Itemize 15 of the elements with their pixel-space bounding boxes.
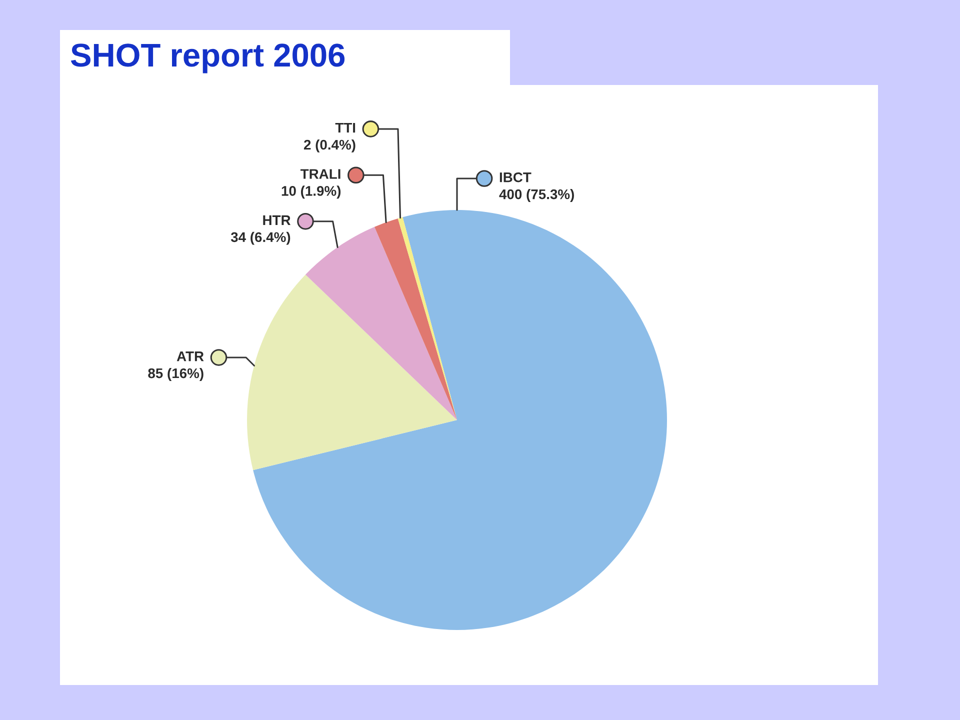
pie-slice xyxy=(305,226,457,420)
legend-label: HTR xyxy=(263,215,291,225)
pie-slice xyxy=(398,217,457,420)
data-label: 2 (0.4%) xyxy=(304,139,356,152)
legend-label: TTI xyxy=(335,122,356,133)
legend-label: TRALI xyxy=(300,169,340,179)
slice-label: IBCT xyxy=(500,172,532,182)
data-label: 10 (1.9%) xyxy=(282,186,341,199)
pie-slice xyxy=(374,218,457,420)
chart-title: SHOT report 2006 xyxy=(70,44,345,74)
pie-slice xyxy=(247,274,457,470)
data-label: 34 (6.4%) xyxy=(230,232,290,245)
data-label: 85 (16%) xyxy=(148,368,204,381)
data-label: 400 (75.3%) xyxy=(499,189,574,202)
legend-label: ATR xyxy=(176,352,204,362)
